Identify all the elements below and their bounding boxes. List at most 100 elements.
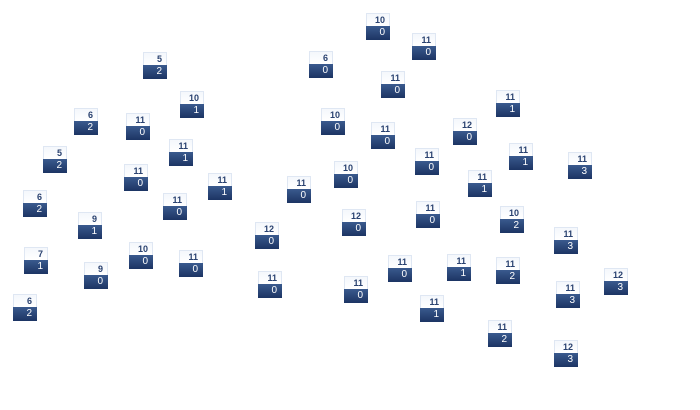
node[interactable]: 11 0 <box>179 250 203 277</box>
node-label: 11 <box>179 250 203 263</box>
node[interactable]: 11 1 <box>208 173 232 200</box>
node[interactable]: 11 3 <box>568 152 592 179</box>
node[interactable]: 10 0 <box>129 242 153 269</box>
node-label: 9 <box>84 262 108 275</box>
node-label: 11 <box>344 276 368 289</box>
node-label: 11 <box>208 173 232 186</box>
node-value: 0 <box>416 214 440 228</box>
node-value: 0 <box>344 289 368 303</box>
node[interactable]: 12 0 <box>255 222 279 249</box>
node-label: 11 <box>126 113 150 126</box>
node-label: 6 <box>13 294 37 307</box>
node-label: 10 <box>129 242 153 255</box>
node[interactable]: 11 0 <box>416 201 440 228</box>
node-label: 11 <box>468 170 492 183</box>
node-value: 0 <box>84 275 108 289</box>
node-value: 0 <box>334 174 358 188</box>
node[interactable]: 11 1 <box>496 90 520 117</box>
node-label: 12 <box>255 222 279 235</box>
node-value: 0 <box>163 206 187 220</box>
node-label: 11 <box>415 148 439 161</box>
node-value: 0 <box>371 135 395 149</box>
node-label: 10 <box>321 108 345 121</box>
node-label: 11 <box>169 139 193 152</box>
node-value: 2 <box>143 65 167 79</box>
node-value: 0 <box>412 46 436 60</box>
node-label: 10 <box>180 91 204 104</box>
node-value: 0 <box>287 189 311 203</box>
node-label: 11 <box>381 71 405 84</box>
node[interactable]: 10 1 <box>180 91 204 118</box>
node-label: 7 <box>24 247 48 260</box>
node-value: 0 <box>258 284 282 298</box>
node-value: 1 <box>468 183 492 197</box>
node-label: 12 <box>604 268 628 281</box>
node-value: 3 <box>556 294 580 308</box>
node-value: 1 <box>180 104 204 118</box>
node-label: 10 <box>366 13 390 26</box>
node-label: 11 <box>447 254 471 267</box>
node[interactable]: 10 2 <box>500 206 524 233</box>
node-label: 11 <box>556 281 580 294</box>
node[interactable]: 12 3 <box>604 268 628 295</box>
node-value: 0 <box>129 255 153 269</box>
node-value: 3 <box>554 353 578 367</box>
node-value: 2 <box>23 203 47 217</box>
node-value: 1 <box>78 225 102 239</box>
node[interactable]: 10 0 <box>334 161 358 188</box>
node[interactable]: 11 2 <box>496 257 520 284</box>
node[interactable]: 11 0 <box>124 164 148 191</box>
node[interactable]: 11 1 <box>447 254 471 281</box>
node[interactable]: 11 1 <box>420 295 444 322</box>
node-value: 3 <box>568 165 592 179</box>
node[interactable]: 11 0 <box>388 255 412 282</box>
node-label: 11 <box>258 271 282 284</box>
node[interactable]: 11 1 <box>468 170 492 197</box>
node-value: 1 <box>509 156 533 170</box>
node[interactable]: 10 0 <box>321 108 345 135</box>
node[interactable]: 11 0 <box>344 276 368 303</box>
node-label: 11 <box>124 164 148 177</box>
node-value: 1 <box>208 186 232 200</box>
node[interactable]: 11 0 <box>415 148 439 175</box>
node-value: 0 <box>124 177 148 191</box>
node[interactable]: 11 2 <box>488 320 512 347</box>
node-label: 11 <box>488 320 512 333</box>
node[interactable]: 12 0 <box>453 118 477 145</box>
node-label: 11 <box>388 255 412 268</box>
node[interactable]: 12 0 <box>342 209 366 236</box>
node-label: 12 <box>342 209 366 222</box>
node[interactable]: 11 0 <box>163 193 187 220</box>
node-value: 3 <box>604 281 628 295</box>
node-label: 10 <box>500 206 524 219</box>
node[interactable]: 11 3 <box>554 227 578 254</box>
node-value: 2 <box>496 270 520 284</box>
node[interactable]: 11 1 <box>509 143 533 170</box>
node-label: 11 <box>412 33 436 46</box>
node[interactable]: 11 0 <box>371 122 395 149</box>
node-label: 11 <box>416 201 440 214</box>
node[interactable]: 11 0 <box>412 33 436 60</box>
node-label: 9 <box>78 212 102 225</box>
node[interactable]: 12 3 <box>554 340 578 367</box>
node[interactable]: 11 3 <box>556 281 580 308</box>
node-label: 11 <box>496 90 520 103</box>
node-value: 3 <box>554 240 578 254</box>
node[interactable]: 10 0 <box>366 13 390 40</box>
node[interactable]: 11 0 <box>287 176 311 203</box>
node[interactable]: 11 0 <box>258 271 282 298</box>
node-label: 11 <box>554 227 578 240</box>
node[interactable]: 11 0 <box>126 113 150 140</box>
node-label: 11 <box>371 122 395 135</box>
node[interactable]: 11 1 <box>169 139 193 166</box>
node[interactable]: 11 0 <box>381 71 405 98</box>
